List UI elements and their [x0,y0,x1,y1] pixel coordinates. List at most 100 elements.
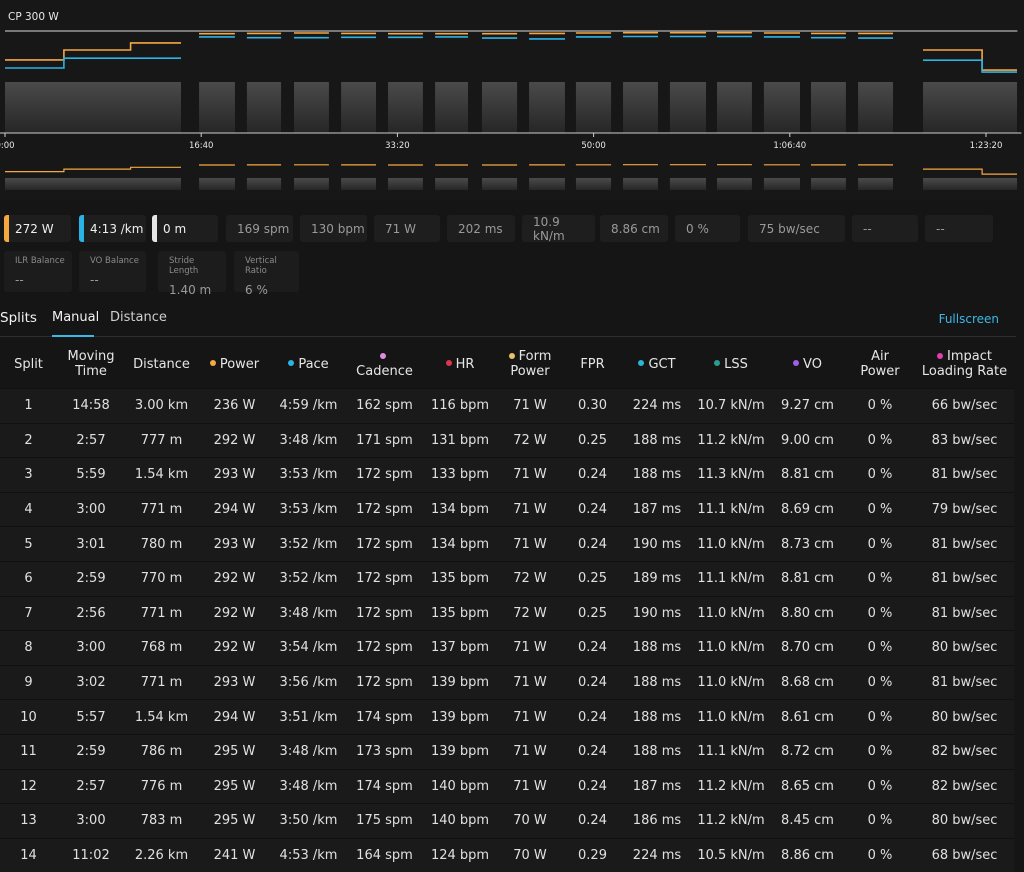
split-cell: 11 [0,734,57,769]
split-cell: 173 spm [346,734,423,769]
split-cell: 174 spm [346,769,423,804]
split-row: 114:583.00 km236 W4:59 /km162 spm116 bpm… [0,389,1014,424]
split-cell: 11.0 kN/m [692,700,770,735]
split-cell: 6 [0,561,57,596]
metric-value: 75 bw/sec [759,222,820,236]
fullscreen-button[interactable]: Fullscreen [939,312,999,326]
lap-block [764,82,800,133]
split-cell: 8.73 cm [770,527,845,562]
column-header: LSS [692,340,770,389]
split-cell: 3:54 /km [271,631,346,666]
metric-value: 272 W [15,222,54,236]
split-cell: 768 m [125,631,198,666]
split-cell: 9.00 cm [770,423,845,458]
split-cell: 188 ms [622,458,692,493]
split-cell: 172 spm [346,527,423,562]
split-cell: 11.2 kN/m [692,423,770,458]
split-cell: 134 bpm [423,527,497,562]
split-cell: 70 W [497,838,563,872]
split-cell: 0 % [845,665,915,700]
split-cell: 294 W [198,700,271,735]
split-cell: 81 bw/sec [915,596,1014,631]
split-cell: 139 bpm [423,700,497,735]
split-cell: 188 ms [622,631,692,666]
tab-manual[interactable]: Manual [52,310,99,325]
split-cell: 8.81 cm [770,458,845,493]
split-cell: 82 bw/sec [915,769,1014,804]
column-header: GCT [622,340,692,389]
split-cell: 0 % [845,561,915,596]
split-cell: 8.72 cm [770,734,845,769]
split-row: 93:02771 m293 W3:56 /km172 spm139 bpm71 … [0,665,1014,700]
split-cell: 10.5 kN/m [692,838,770,872]
tab-distance[interactable]: Distance [110,310,167,325]
split-cell: 190 ms [622,596,692,631]
split-cell: 0.30 [563,389,622,424]
split-cell: 11.2 kN/m [692,804,770,839]
split-cell: 8.45 cm [770,804,845,839]
split-cell: 137 bpm [423,631,497,666]
header-dot [288,360,294,366]
metric-value: 0 % [686,222,709,236]
split-cell: 0 % [845,596,915,631]
split-cell: 0 % [845,700,915,735]
split-cell: 188 ms [622,700,692,735]
split-cell: 83 bw/sec [915,423,1014,458]
balance-card: Vertical Ratio6 % [234,251,299,292]
split-cell: 81 bw/sec [915,665,1014,700]
split-cell: 187 ms [622,769,692,804]
split-cell: 3:48 /km [271,596,346,631]
split-cell: 0 % [845,527,915,562]
lap-block [576,82,611,133]
x-tick-label: 0:00 [0,141,15,151]
lap-block [199,82,235,133]
split-cell: 82 bw/sec [915,734,1014,769]
split-cell: 0 % [845,492,915,527]
tab-underline [52,335,94,337]
split-cell: 80 bw/sec [915,804,1014,839]
metric-value: -- [936,222,945,236]
split-cell: 11.3 kN/m [692,458,770,493]
split-cell: 292 W [198,596,271,631]
splits-title: Splits [0,310,37,326]
split-cell: 0.24 [563,492,622,527]
overview-lap-block [858,178,893,190]
split-cell: 0.24 [563,527,622,562]
split-cell: 0 % [845,734,915,769]
x-tick-label: 16:40 [189,141,214,151]
metric-card: 10.9 kN/m [522,215,595,242]
split-cell: 3:50 /km [271,804,346,839]
split-cell: 164 spm [346,838,423,872]
metric-value: 71 W [385,222,416,236]
split-cell: 8.80 cm [770,596,845,631]
lap-block [811,82,846,133]
split-cell: 4:59 /km [271,389,346,424]
split-cell: 4 [0,492,57,527]
column-header: Distance [125,340,198,389]
split-cell: 8.70 cm [770,631,845,666]
split-cell: 5:59 [57,458,125,493]
split-cell: 72 W [497,596,563,631]
metric-value: 4:13 /km [90,222,143,236]
split-cell: 3:53 /km [271,458,346,493]
balance-label: ILR Balance [15,256,72,266]
split-cell: 11:02 [57,838,125,872]
header-dot [509,353,515,359]
column-header: FPR [563,340,622,389]
split-cell: 190 ms [622,527,692,562]
split-cell: 293 W [198,527,271,562]
split-cell: 295 W [198,769,271,804]
metric-card: 202 ms [447,215,515,242]
split-cell: 175 spm [346,804,423,839]
split-cell: 3:00 [57,804,125,839]
column-header: Power [198,340,271,389]
split-cell: 79 bw/sec [915,492,1014,527]
split-cell: 72 W [497,561,563,596]
split-cell: 3:52 /km [271,527,346,562]
metric-card: 71 W [374,215,440,242]
split-cell: 770 m [125,561,198,596]
split-cell: 71 W [497,665,563,700]
split-cell: 186 ms [622,804,692,839]
split-cell: 293 W [198,665,271,700]
split-cell: 9 [0,665,57,700]
